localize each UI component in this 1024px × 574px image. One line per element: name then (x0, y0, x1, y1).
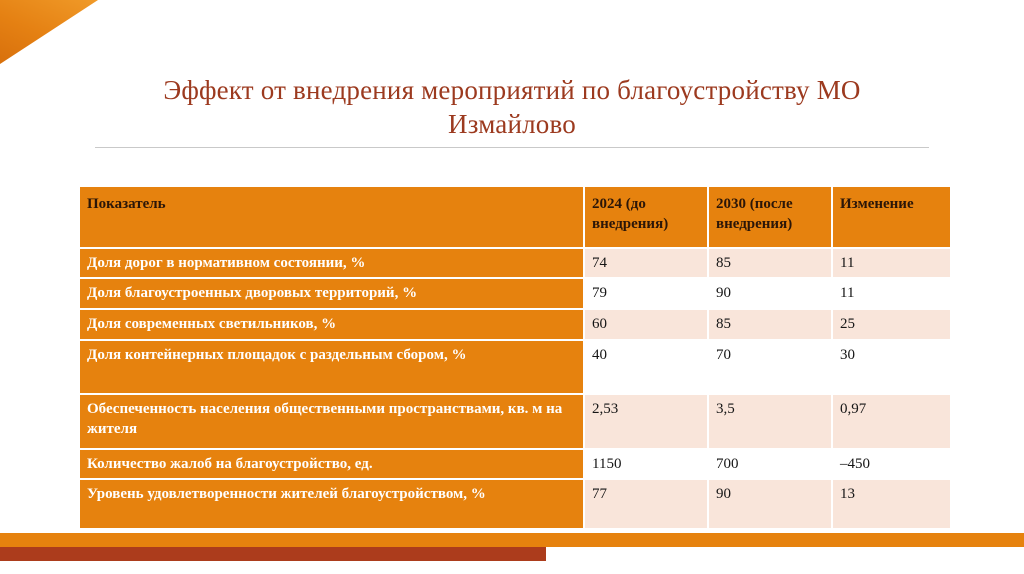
value-2024-cell: 79 (583, 277, 709, 310)
table-row: Доля дорог в нормативном состоянии, % 74… (78, 246, 952, 280)
indicator-cell: Уровень удовлетворенности жителей благоу… (78, 477, 585, 530)
change-cell: 25 (831, 307, 952, 341)
effects-table: Показатель 2024 (до внедрения) 2030 (пос… (78, 185, 952, 530)
indicator-cell: Количество жалоб на благоустройство, ед. (78, 447, 585, 480)
change-cell: 11 (831, 246, 952, 280)
table-row: Количество жалоб на благоустройство, ед.… (78, 447, 952, 480)
value-2024-cell: 40 (583, 338, 709, 395)
change-cell: 0,97 (831, 392, 952, 450)
value-2030-cell: 90 (707, 477, 833, 530)
indicator-cell: Доля благоустроенных дворовых территорий… (78, 277, 585, 310)
value-2030-cell: 85 (707, 246, 833, 280)
table-row: Доля современных светильников, % 60 85 2… (78, 307, 952, 341)
bottom-bar-dark-red (0, 547, 546, 561)
change-cell: 13 (831, 477, 952, 530)
value-2024-cell: 74 (583, 246, 709, 280)
indicator-cell: Доля контейнерных площадок с раздельным … (78, 338, 585, 395)
effects-table-container: Показатель 2024 (до внедрения) 2030 (пос… (78, 185, 952, 530)
change-cell: –450 (831, 447, 952, 480)
table-row: Обеспеченность населения общественными п… (78, 392, 952, 450)
value-2024-cell: 77 (583, 477, 709, 530)
value-2030-cell: 700 (707, 447, 833, 480)
value-2030-cell: 3,5 (707, 392, 833, 450)
header-change: Изменение (831, 185, 952, 249)
slide-title: Эффект от внедрения мероприятий по благо… (163, 75, 861, 139)
table-row: Уровень удовлетворенности жителей благоу… (78, 477, 952, 530)
header-2024-before: 2024 (до внедрения) (583, 185, 709, 249)
value-2030-cell: 90 (707, 277, 833, 310)
table-row: Доля контейнерных площадок с раздельным … (78, 338, 952, 395)
value-2024-cell: 1150 (583, 447, 709, 480)
title-divider (95, 147, 929, 148)
value-2024-cell: 60 (583, 307, 709, 341)
value-2030-cell: 85 (707, 307, 833, 341)
header-2030-after: 2030 (после внедрения) (707, 185, 833, 249)
table-header-row: Показатель 2024 (до внедрения) 2030 (пос… (78, 185, 952, 249)
change-cell: 30 (831, 338, 952, 395)
value-2024-cell: 2,53 (583, 392, 709, 450)
table-row: Доля благоустроенных дворовых территорий… (78, 277, 952, 310)
corner-accent-shape (0, 0, 98, 64)
indicator-cell: Доля дорог в нормативном состоянии, % (78, 246, 585, 280)
indicator-cell: Доля современных светильников, % (78, 307, 585, 341)
indicator-cell: Обеспеченность населения общественными п… (78, 392, 585, 450)
header-indicator: Показатель (78, 185, 585, 249)
bottom-bar-orange (0, 533, 1024, 547)
value-2030-cell: 70 (707, 338, 833, 395)
change-cell: 11 (831, 277, 952, 310)
